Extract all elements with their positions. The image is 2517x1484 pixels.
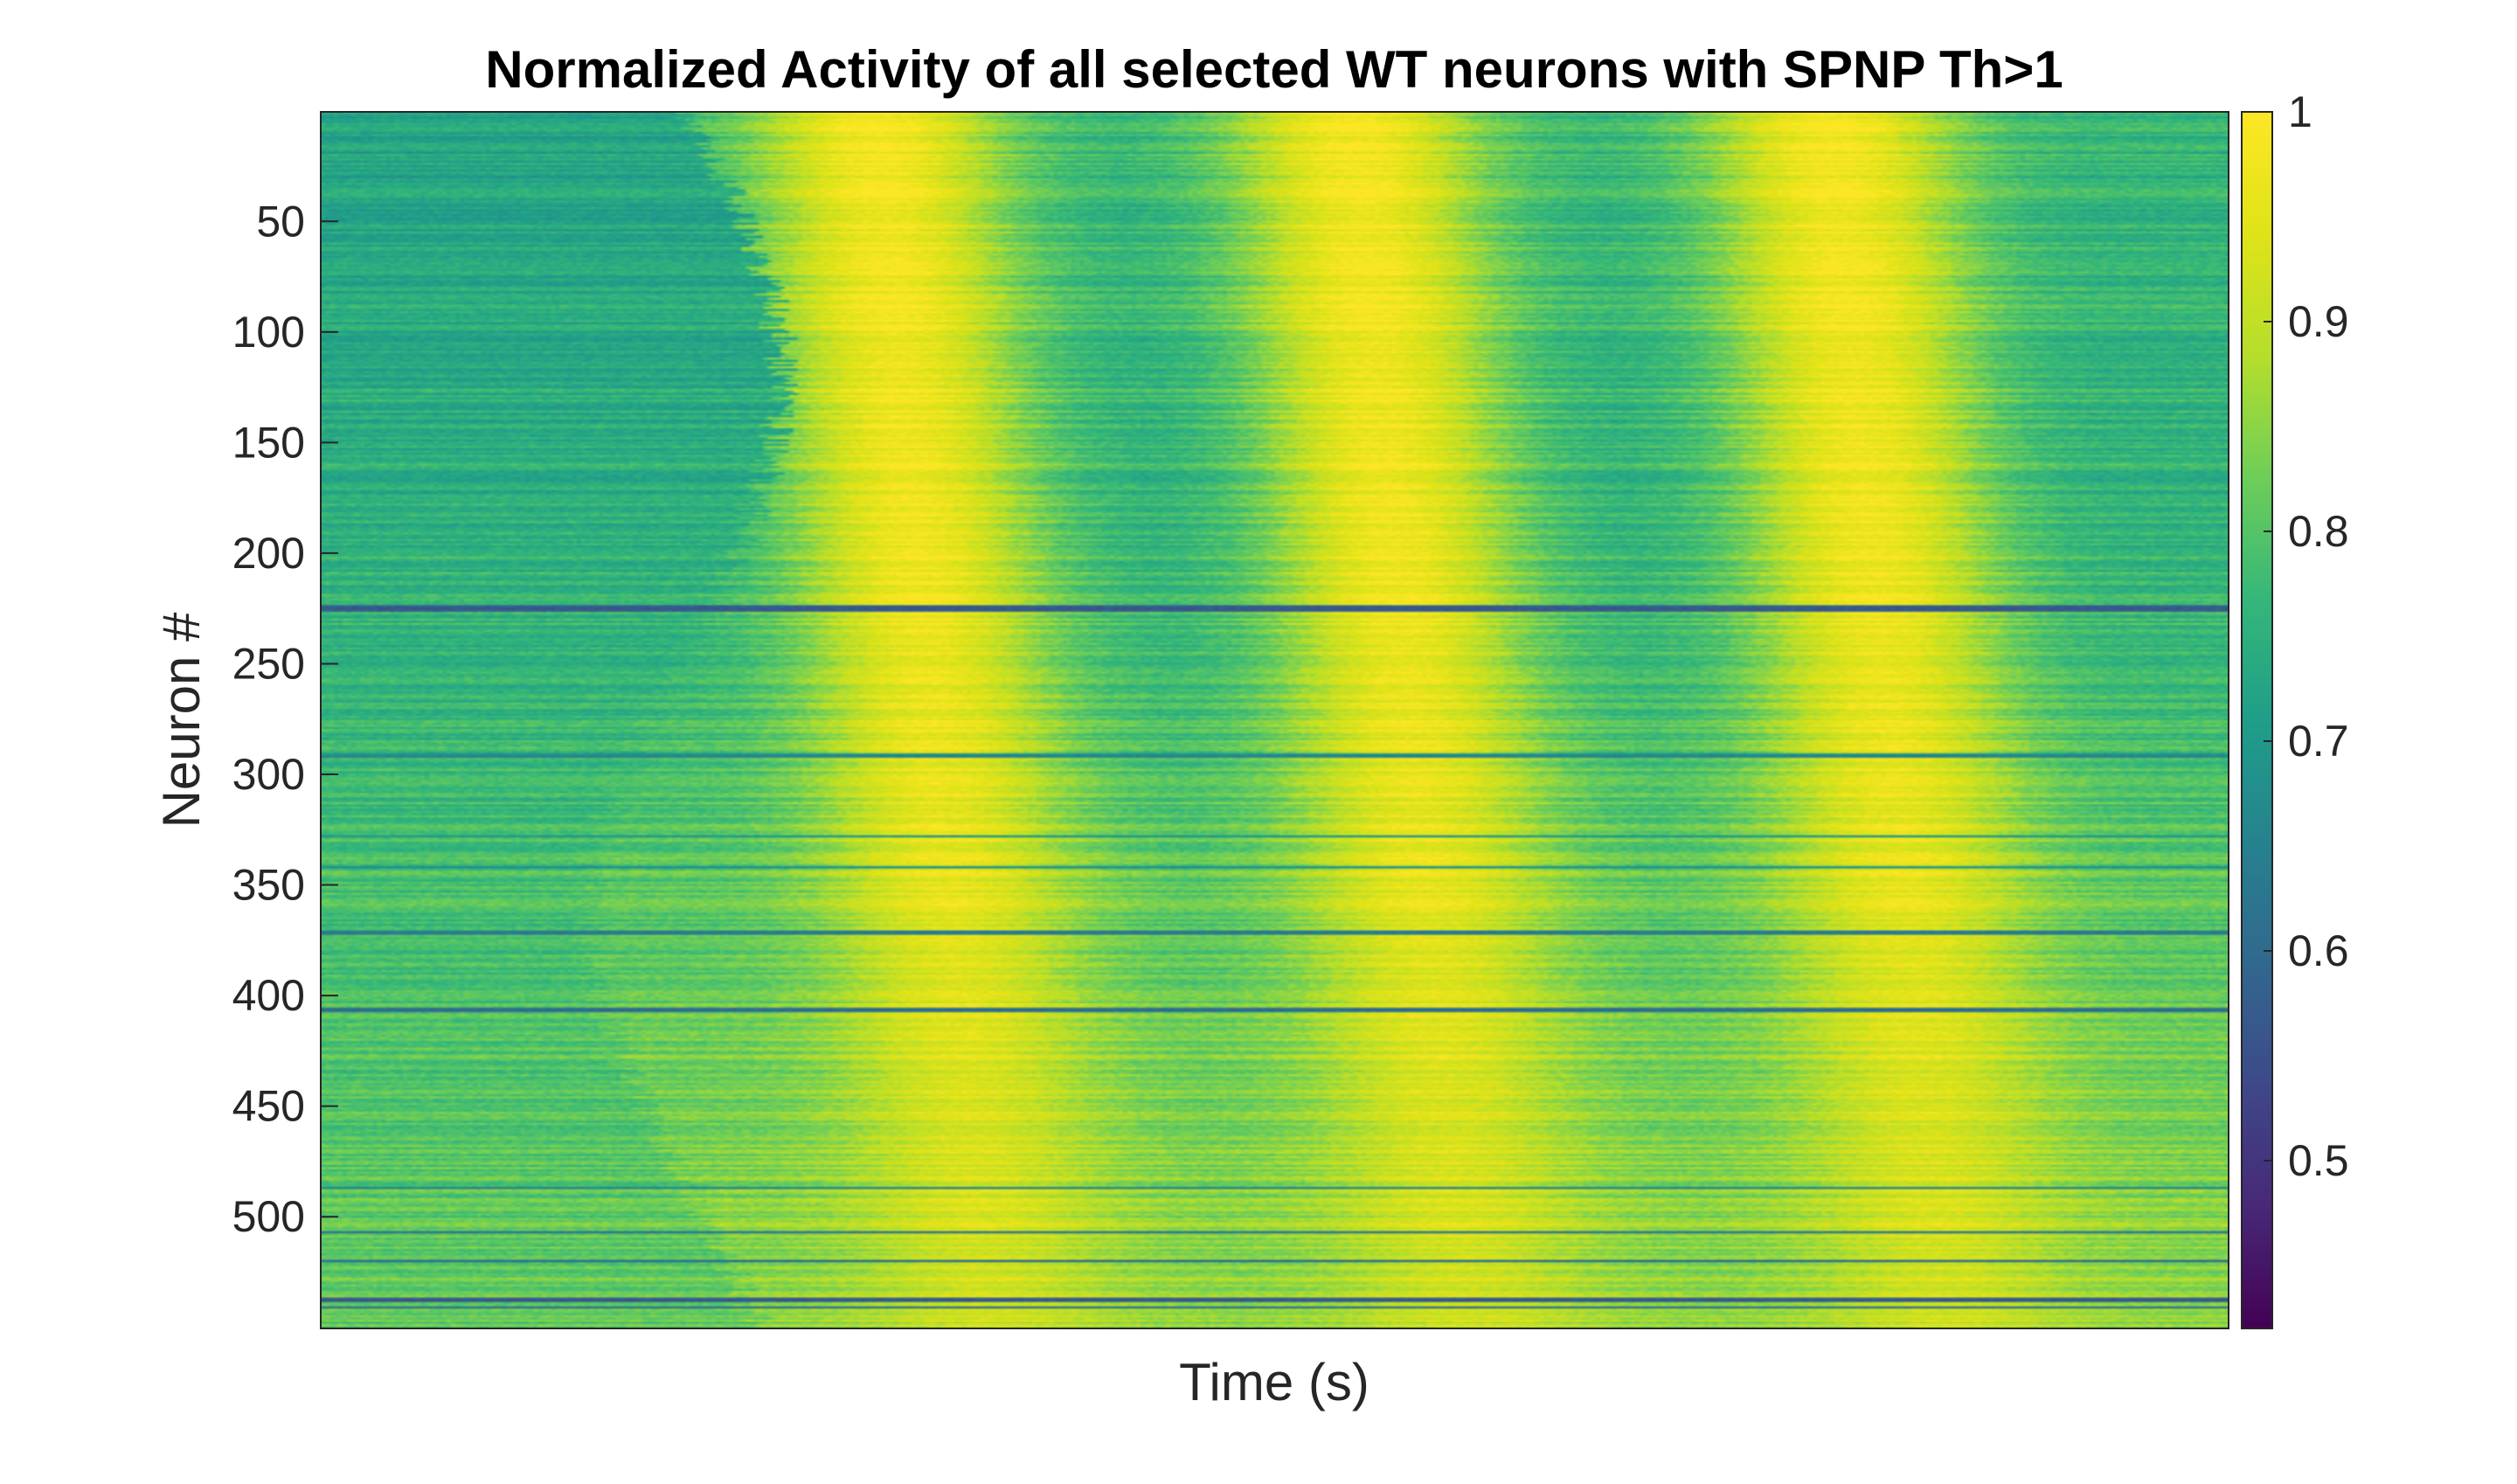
y-tick-label: 200 [232, 529, 305, 578]
colorbar-tick-label: 0.8 [2288, 507, 2349, 556]
colorbar-tick-label: 0.7 [2288, 717, 2349, 766]
heatmap-plot-area: 50 100 150 200 250 300 350 400 450 500 [232, 111, 2229, 1329]
y-tick-label: 450 [232, 1082, 305, 1131]
plot-frame [320, 111, 2229, 1329]
colorbar-tick-label: 0.6 [2288, 926, 2349, 975]
y-tick-label: 250 [232, 639, 305, 688]
y-tick-label: 150 [232, 418, 305, 467]
y-tick-label: 50 [256, 197, 305, 246]
y-axis-label: Neuron # [152, 612, 211, 828]
x-axis-label: Time (s) [1179, 1353, 1369, 1411]
colorbar-tick-label: 1 [2288, 87, 2312, 136]
colorbar-ticks: 0.5 0.6 0.7 0.8 0.9 1 [2264, 87, 2349, 1185]
colorbar-tick-label: 0.9 [2288, 297, 2349, 346]
y-tick-label: 300 [232, 750, 305, 799]
colorbar-tick-label: 0.5 [2288, 1136, 2349, 1185]
y-tick-label: 350 [232, 861, 305, 910]
y-axis-ticks: 50 100 150 200 250 300 350 400 450 500 [232, 197, 338, 1241]
colorbar-gradient [2241, 111, 2273, 1329]
y-tick-label: 400 [232, 971, 305, 1020]
chart-title: Normalized Activity of all selected WT n… [485, 40, 2063, 99]
y-tick-label: 500 [232, 1192, 305, 1241]
colorbar: 0.5 0.6 0.7 0.8 0.9 1 [2241, 87, 2349, 1329]
y-tick-label: 100 [232, 308, 305, 357]
heatmap-image [321, 112, 2229, 1328]
